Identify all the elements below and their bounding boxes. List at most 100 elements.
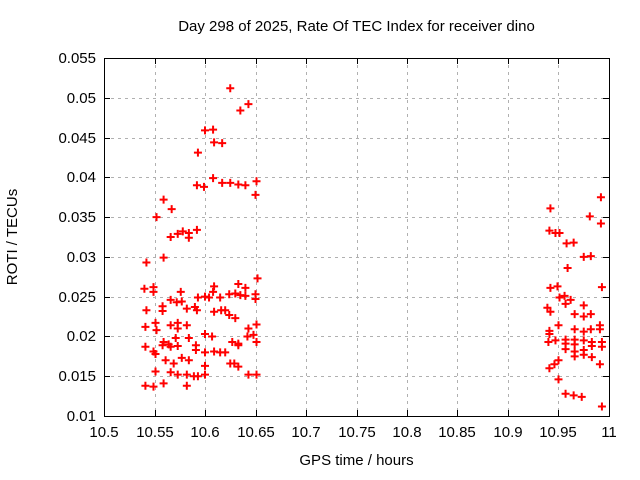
x-tick-label: 11 [601,424,617,441]
data-point [566,295,575,304]
y-tick-label: 0.04 [67,169,96,186]
data-point [595,360,604,369]
data-point [191,345,200,354]
data-point [141,381,150,390]
data-point [579,252,588,261]
data-point [236,106,245,115]
data-point [216,293,225,302]
data-point [182,321,191,330]
data-point [244,100,253,109]
data-point [249,330,258,339]
plot-border [104,58,610,417]
data-point [587,353,596,362]
x-tick-label: 10.5 [89,424,118,441]
data-point [252,177,261,186]
data-point [234,180,243,189]
data-point [569,391,578,400]
data-point [158,306,167,315]
data-point [193,293,202,302]
data-point [201,330,209,339]
data-point [551,336,560,345]
data-point [141,322,150,331]
data-point [184,356,193,365]
data-point [586,252,595,261]
data-point [550,360,559,369]
data-point [182,370,191,379]
x-axis-label: GPS time / hours [299,452,414,469]
data-point [252,370,261,379]
data-point [230,359,239,368]
data-point [167,205,176,214]
data-point [244,324,253,333]
data-point [158,341,167,350]
data-point [201,370,209,379]
data-point [201,361,209,370]
data-point [169,359,178,368]
data-point [218,139,227,148]
data-point [149,287,158,296]
y-tick-label: 0.045 [58,130,96,147]
data-point [252,320,261,329]
data-point [192,181,201,190]
data-point [173,324,182,333]
data-point [545,364,554,373]
data-point [159,253,168,262]
data-point [585,212,594,221]
data-point [563,264,572,273]
data-point [252,338,261,347]
data-point [209,287,218,296]
x-tick-label: 10.55 [136,424,174,441]
y-tick-label: 0.02 [67,328,96,345]
data-point [234,341,243,350]
data-point [166,295,175,304]
data-point [171,334,180,343]
data-point [560,291,569,300]
data-point [210,307,219,316]
data-point [570,352,579,361]
data-point [241,291,250,300]
data-point [587,341,596,350]
data-point [562,239,571,248]
data-point [554,356,563,365]
data-point [177,297,186,306]
data-point [182,381,191,390]
data-point [577,392,586,401]
chart-title: Day 298 of 2025, Rate Of TEC Index for r… [178,18,535,35]
data-point [152,326,161,335]
data-point [218,178,227,187]
x-tick-label: 10.95 [539,424,577,441]
data-point [596,193,605,202]
data-point [570,340,579,349]
data-point [596,219,605,228]
data-point [234,362,243,371]
data-point [545,226,554,235]
data-point [597,402,606,411]
data-point [166,321,175,330]
data-point [553,282,562,291]
data-point [241,283,250,292]
data-point [210,138,219,147]
data-point [544,338,553,347]
x-tick-label: 10.85 [438,424,476,441]
data-point [161,356,170,365]
data-point [173,341,182,350]
data-point [192,306,201,315]
data-point [226,178,235,187]
data-point [225,310,234,319]
y-tick-label: 0.05 [67,90,96,107]
data-point [561,299,570,308]
data-point [182,304,191,313]
data-point [595,325,604,334]
y-tick-label: 0.025 [58,289,96,306]
data-point [251,190,260,199]
data-point [570,325,579,334]
data-point [166,368,175,377]
data-point [586,325,595,334]
data-point [579,301,588,310]
data-point [151,367,160,376]
data-point [241,181,250,190]
data-point [151,349,160,358]
data-point [570,310,579,319]
data-point [141,342,150,351]
